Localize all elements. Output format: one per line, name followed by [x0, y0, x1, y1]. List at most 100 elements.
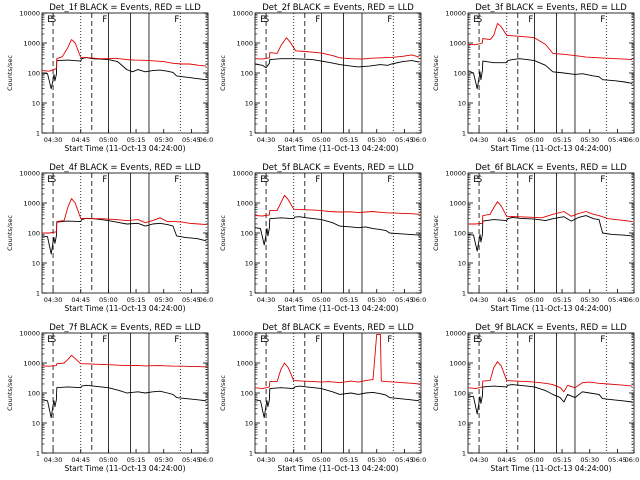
x-tick-label: 05:00: [525, 136, 544, 144]
x-tick-label: 06:00: [412, 456, 426, 464]
x-tick-label: 05:45: [608, 136, 627, 144]
events-series-line: [41, 217, 207, 255]
lld-series-line: [254, 194, 420, 217]
x-tick-label: 04:45: [71, 136, 90, 144]
events-series-line: [467, 384, 633, 415]
plot-frame: [467, 12, 635, 134]
x-tick-label: 05:15: [553, 136, 572, 144]
y-tick-label: 100: [28, 230, 40, 238]
interval-letter: F: [387, 15, 392, 25]
events-series-line: [467, 215, 633, 252]
x-tick-label: 04:30: [470, 456, 489, 464]
y-tick-label: 10: [245, 260, 253, 268]
y-tick-label: 10000: [445, 10, 466, 18]
interval-letter: F: [600, 15, 605, 25]
y-axis-label: Counts/sec: [432, 375, 440, 411]
detector-panel-1: Det_1f BLACK = Events, RED = LLD 1 10 100 10…: [6, 3, 213, 153]
y-axis-label: Counts/sec: [6, 55, 14, 91]
x-tick-label: 04:45: [497, 296, 516, 304]
y-tick-label: 1000: [449, 40, 466, 48]
interval-letter: E: [260, 15, 265, 25]
x-tick-label: 04:30: [470, 296, 489, 304]
y-tick-label: 1: [462, 290, 466, 298]
detector-panel-2: Det_2f BLACK = Events, RED = LLD 1 10 100 10…: [219, 3, 426, 153]
y-tick-label: 1: [462, 130, 466, 138]
events-series-line: [467, 58, 633, 90]
x-tick-label: 06:00: [625, 456, 639, 464]
detector-panel-8: Det_8f BLACK = Events, RED = LLD 1 10 100 10…: [219, 323, 426, 473]
panel-title: Det_5f BLACK = Events, RED = LLD: [262, 163, 414, 173]
interval-letter: S: [477, 175, 482, 185]
interval-letter: S: [264, 175, 269, 185]
events-series-line: [41, 56, 207, 90]
x-tick-label: 05:30: [580, 296, 599, 304]
x-tick-label: 05:45: [395, 296, 414, 304]
plot-frame: [254, 172, 422, 294]
lld-series-line: [41, 354, 207, 368]
plot-frame: [41, 172, 209, 294]
x-tick-label: 05:30: [154, 456, 173, 464]
interval-letter: F: [102, 335, 107, 345]
plot-frame: [254, 12, 422, 134]
y-tick-label: 1000: [449, 200, 466, 208]
interval-letter: F: [387, 175, 392, 185]
x-tick-label: 06:00: [625, 136, 639, 144]
interval-letter: F: [174, 15, 179, 25]
y-tick-label: 10: [32, 260, 40, 268]
x-tick-label: 04:30: [44, 136, 63, 144]
x-tick-label: 05:45: [395, 456, 414, 464]
x-tick-label: 05:15: [553, 296, 572, 304]
y-tick-label: 10000: [19, 330, 40, 338]
interval-letter: E: [260, 335, 265, 345]
x-tick-label: 05:00: [525, 296, 544, 304]
x-tick-label: 04:45: [71, 296, 90, 304]
y-tick-label: 100: [28, 70, 40, 78]
x-tick-label: 06:00: [199, 136, 213, 144]
x-axis-label: Start Time (11-Oct-13 04:24:00): [277, 464, 398, 473]
y-axis-label: Counts/sec: [219, 55, 227, 91]
y-tick-label: 100: [241, 390, 253, 398]
x-tick-label: 04:45: [71, 456, 90, 464]
y-tick-label: 100: [454, 390, 466, 398]
lld-series-line: [254, 37, 420, 60]
interval-letter: F: [102, 175, 107, 185]
interval-letter: S: [264, 335, 269, 345]
interval-letter: F: [315, 335, 320, 345]
x-tick-label: 05:00: [525, 456, 544, 464]
y-tick-label: 10: [32, 100, 40, 108]
detector-panel-9: Det_9f BLACK = Events, RED = LLD 1 10 100 10…: [432, 323, 639, 473]
x-tick-label: 05:45: [608, 456, 627, 464]
y-tick-label: 1: [249, 130, 253, 138]
interval-letter: F: [600, 335, 605, 345]
interval-letter: F: [528, 335, 533, 345]
interval-letter: F: [600, 175, 605, 185]
lld-series-line: [468, 201, 633, 225]
x-tick-label: 04:45: [497, 456, 516, 464]
y-axis-label: Counts/sec: [6, 375, 14, 411]
y-tick-label: 10000: [445, 330, 466, 338]
x-tick-label: 05:15: [553, 456, 572, 464]
y-tick-label: 1000: [236, 200, 253, 208]
x-tick-label: 05:30: [154, 296, 173, 304]
x-tick-label: 04:30: [257, 136, 276, 144]
lld-series-line: [467, 361, 633, 393]
x-tick-label: 05:15: [127, 136, 146, 144]
lld-series-line: [467, 22, 633, 61]
interval-letter: F: [315, 175, 320, 185]
interval-letter: E: [260, 175, 265, 185]
x-tick-label: 06:00: [199, 456, 213, 464]
x-tick-label: 05:45: [182, 456, 201, 464]
x-axis-label: Start Time (11-Oct-13 04:24:00): [490, 144, 611, 153]
x-tick-label: 06:00: [412, 296, 426, 304]
interval-letter: F: [174, 175, 179, 185]
x-tick-label: 06:00: [412, 136, 426, 144]
x-tick-label: 05:15: [340, 296, 359, 304]
x-tick-label: 04:45: [497, 136, 516, 144]
x-tick-label: 05:30: [367, 296, 386, 304]
x-tick-label: 04:30: [44, 456, 63, 464]
interval-letter: F: [387, 335, 392, 345]
y-tick-label: 10000: [232, 10, 253, 18]
y-axis-label: Counts/sec: [219, 215, 227, 251]
detector-panel-7: Det_7f BLACK = Events, RED = LLD 1 10 100 10…: [6, 323, 213, 473]
